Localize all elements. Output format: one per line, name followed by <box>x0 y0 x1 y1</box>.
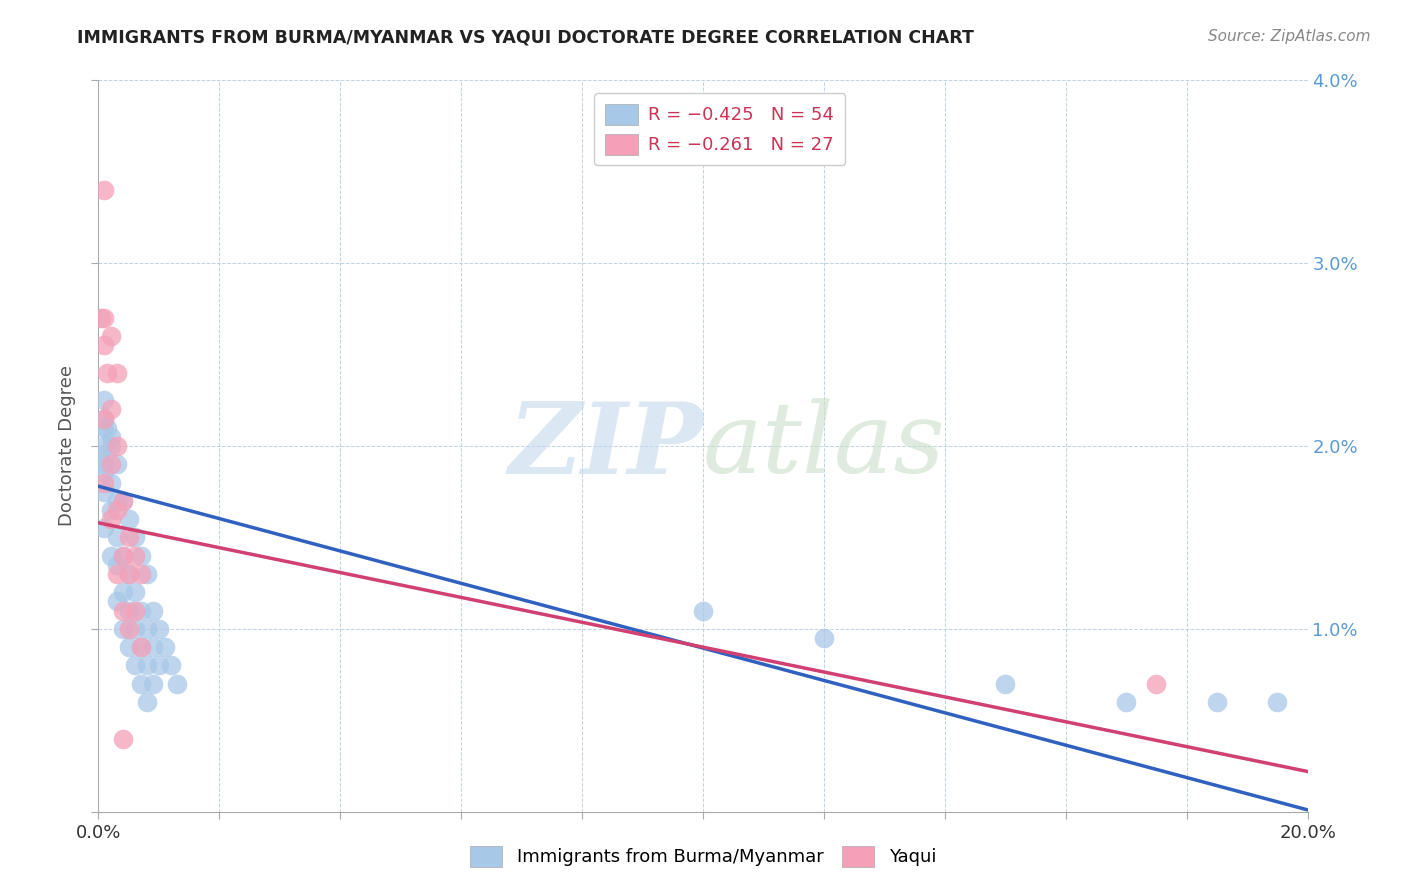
Point <box>692 604 714 618</box>
Point <box>160 658 183 673</box>
Point <box>93 183 115 197</box>
Point <box>100 439 122 453</box>
Point <box>118 640 141 655</box>
Point <box>100 503 122 517</box>
Point <box>142 604 165 618</box>
Point <box>124 585 146 599</box>
Point <box>124 622 146 636</box>
Point <box>93 521 115 535</box>
Point <box>100 549 122 563</box>
Point <box>129 640 152 655</box>
Point <box>93 393 115 408</box>
Point <box>105 530 128 544</box>
Point <box>148 622 170 636</box>
Point <box>118 567 141 582</box>
Point <box>111 549 134 563</box>
Point <box>93 458 115 472</box>
Legend: R = −0.425   N = 54, R = −0.261   N = 27: R = −0.425 N = 54, R = −0.261 N = 27 <box>595 93 845 165</box>
Point <box>93 411 115 425</box>
Point <box>129 676 152 690</box>
Point <box>93 421 115 435</box>
Point <box>813 631 835 645</box>
Point <box>124 549 146 563</box>
Text: ZIP: ZIP <box>508 398 703 494</box>
Point <box>90 448 112 462</box>
Y-axis label: Doctorate Degree: Doctorate Degree <box>58 366 76 526</box>
Point <box>105 366 128 380</box>
Point <box>111 494 134 508</box>
Point <box>100 402 122 417</box>
Point <box>105 567 128 582</box>
Point <box>118 512 141 526</box>
Point <box>129 640 152 655</box>
Point <box>135 567 157 582</box>
Point <box>1206 695 1229 709</box>
Point <box>111 549 134 563</box>
Point <box>93 467 115 481</box>
Point <box>100 475 122 490</box>
Point <box>105 594 128 608</box>
Point <box>93 311 115 326</box>
Legend: Immigrants from Burma/Myanmar, Yaqui: Immigrants from Burma/Myanmar, Yaqui <box>463 838 943 874</box>
Point <box>129 604 152 618</box>
Point <box>129 549 152 563</box>
Point <box>93 338 115 352</box>
Point <box>135 622 157 636</box>
Point <box>142 640 165 655</box>
Point <box>153 640 176 655</box>
Point <box>100 329 122 343</box>
Point <box>111 622 134 636</box>
Point <box>111 585 134 599</box>
Text: Source: ZipAtlas.com: Source: ZipAtlas.com <box>1208 29 1371 44</box>
Point <box>118 530 141 544</box>
Point <box>1115 695 1137 709</box>
Point <box>105 439 128 453</box>
Point <box>111 494 134 508</box>
Point <box>100 430 122 444</box>
Point <box>124 530 146 544</box>
Text: IMMIGRANTS FROM BURMA/MYANMAR VS YAQUI DOCTORATE DEGREE CORRELATION CHART: IMMIGRANTS FROM BURMA/MYANMAR VS YAQUI D… <box>77 29 974 46</box>
Point <box>105 494 128 508</box>
Point <box>100 458 122 472</box>
Point <box>118 622 141 636</box>
Point <box>118 567 141 582</box>
Text: atlas: atlas <box>703 399 946 493</box>
Point <box>1267 695 1289 709</box>
Point <box>129 567 152 582</box>
Point <box>105 558 128 572</box>
Point <box>111 731 134 746</box>
Point <box>96 366 118 380</box>
Point <box>93 439 115 453</box>
Point <box>148 658 170 673</box>
Point <box>124 604 146 618</box>
Point <box>124 658 146 673</box>
Point <box>111 604 134 618</box>
Point <box>142 676 165 690</box>
Point <box>135 658 157 673</box>
Point <box>1144 676 1167 690</box>
Point <box>994 676 1017 690</box>
Point <box>118 604 141 618</box>
Point <box>166 676 188 690</box>
Point <box>100 512 122 526</box>
Point <box>135 695 157 709</box>
Point <box>90 311 112 326</box>
Point <box>105 458 128 472</box>
Point <box>93 484 115 499</box>
Point <box>96 421 118 435</box>
Point <box>93 411 115 425</box>
Point <box>105 503 128 517</box>
Point <box>93 475 115 490</box>
